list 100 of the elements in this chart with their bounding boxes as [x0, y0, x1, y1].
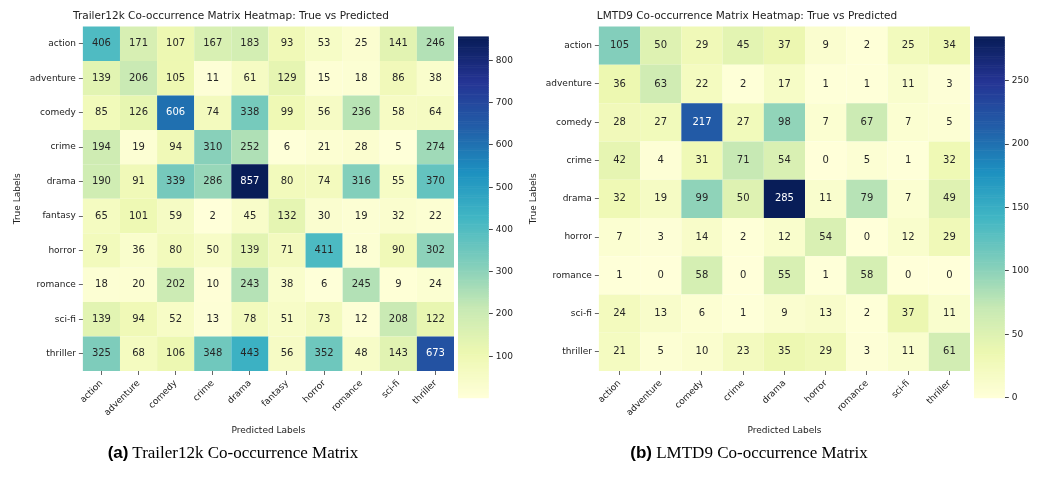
color-bar-label: 600	[495, 139, 514, 150]
data-label: 34	[943, 39, 956, 51]
data-label: 29	[695, 39, 709, 51]
data-label: 12	[354, 312, 368, 324]
data-label: 11	[901, 345, 915, 357]
color-bar-label: 700	[495, 97, 514, 108]
data-label: 37	[901, 307, 915, 319]
data-label: 24	[429, 278, 442, 290]
data-label: 6	[698, 307, 706, 319]
y-tick-label: action	[564, 40, 592, 51]
data-label: 56	[280, 347, 294, 359]
data-label: 36	[132, 244, 145, 256]
data-label: 98	[778, 115, 791, 127]
data-label: 13	[654, 307, 668, 319]
data-label: 325	[91, 347, 111, 359]
data-label: 1	[822, 268, 829, 280]
data-label: 85	[95, 106, 108, 118]
data-label: 167	[203, 37, 223, 49]
data-label: 274	[425, 140, 445, 152]
data-label: 19	[354, 209, 368, 221]
y-tick-label: horror	[564, 231, 593, 242]
color-bar-label: 0	[1011, 391, 1018, 402]
text: (b) LMTD9 Co-occurrence Matrix	[630, 443, 868, 462]
data-label: 352	[314, 347, 334, 359]
color-bar-label: 400	[495, 223, 514, 234]
data-label: 54	[778, 154, 791, 166]
data-label: 68	[132, 347, 145, 359]
data-label: 79	[860, 192, 874, 204]
y-tick-label: fantasy	[42, 210, 77, 221]
y-tick-label: thriller	[46, 348, 77, 359]
y-tick-label: romance	[36, 279, 77, 290]
data-label: 32	[943, 154, 956, 166]
data-label: 32	[613, 192, 626, 204]
data-label: 65	[95, 209, 108, 221]
data-label: 285	[774, 192, 794, 204]
data-label: 139	[240, 244, 260, 256]
data-label: 32	[391, 209, 405, 221]
data-label: 28	[354, 140, 368, 152]
data-label: 107	[166, 37, 186, 49]
data-label: 18	[95, 278, 108, 290]
data-label: 139	[91, 312, 111, 324]
data-label: 252	[240, 140, 260, 152]
data-label: 48	[354, 347, 368, 359]
color-bar-label: 500	[495, 181, 514, 192]
data-label: 94	[169, 140, 183, 152]
data-label: 183	[240, 37, 260, 49]
data-label: 11	[206, 71, 220, 83]
x-axis-title: Predicted Labels	[747, 424, 822, 435]
data-label: 143	[388, 347, 408, 359]
data-label: 74	[206, 106, 220, 118]
data-label: 94	[132, 312, 145, 324]
data-label: 7	[904, 192, 912, 204]
data-label: 90	[391, 244, 405, 256]
data-label: 73	[317, 312, 331, 324]
data-label: 2	[740, 77, 747, 89]
data-label: 105	[609, 39, 630, 51]
data-label: 245	[351, 278, 371, 290]
data-label: 58	[391, 106, 405, 118]
data-label: 74	[317, 175, 331, 187]
data-label: 50	[736, 192, 750, 204]
data-label: 3	[946, 77, 953, 89]
data-label: 99	[280, 106, 294, 118]
data-label: 101	[128, 209, 149, 221]
data-label: 52	[169, 312, 183, 324]
data-label: 126	[128, 106, 149, 118]
data-label: 1	[616, 268, 623, 280]
data-label: 49	[943, 192, 956, 204]
data-label: 59	[169, 209, 183, 221]
data-label: 370	[425, 175, 445, 187]
y-axis-title: True Labels	[11, 173, 22, 226]
data-label: 99	[695, 192, 709, 204]
data-label: 30	[317, 209, 331, 221]
data-label: 5	[395, 140, 402, 152]
y-tick-label: romance	[552, 269, 593, 280]
data-label: 71	[736, 154, 750, 166]
y-tick-label: drama	[46, 175, 76, 186]
data-label: 29	[943, 230, 956, 242]
data-label: 11	[943, 307, 956, 319]
data-label: 50	[206, 244, 220, 256]
y-tick-label: adventure	[29, 72, 77, 83]
text: (a) Trailer12k Co-occurrence Matrix	[107, 443, 359, 462]
data-label: 3	[657, 230, 664, 242]
data-label: 61	[943, 345, 956, 357]
data-label: 15	[317, 71, 331, 83]
data-label: 1	[863, 77, 871, 89]
data-label: 64	[429, 106, 442, 118]
data-label: 80	[169, 244, 183, 256]
data-label: 19	[654, 192, 668, 204]
data-label: 51	[280, 312, 294, 324]
color-bar-label: 150	[1011, 201, 1030, 212]
data-label: 406	[91, 37, 111, 49]
data-label: 91	[132, 175, 145, 187]
data-label: 129	[277, 71, 297, 83]
color-bar-label: 800	[495, 54, 514, 65]
data-label: 21	[613, 345, 626, 357]
data-label: 286	[203, 175, 223, 187]
data-label: 7	[616, 230, 623, 242]
data-label: 10	[695, 345, 709, 357]
data-label: 86	[391, 71, 405, 83]
data-label: 339	[166, 175, 186, 187]
